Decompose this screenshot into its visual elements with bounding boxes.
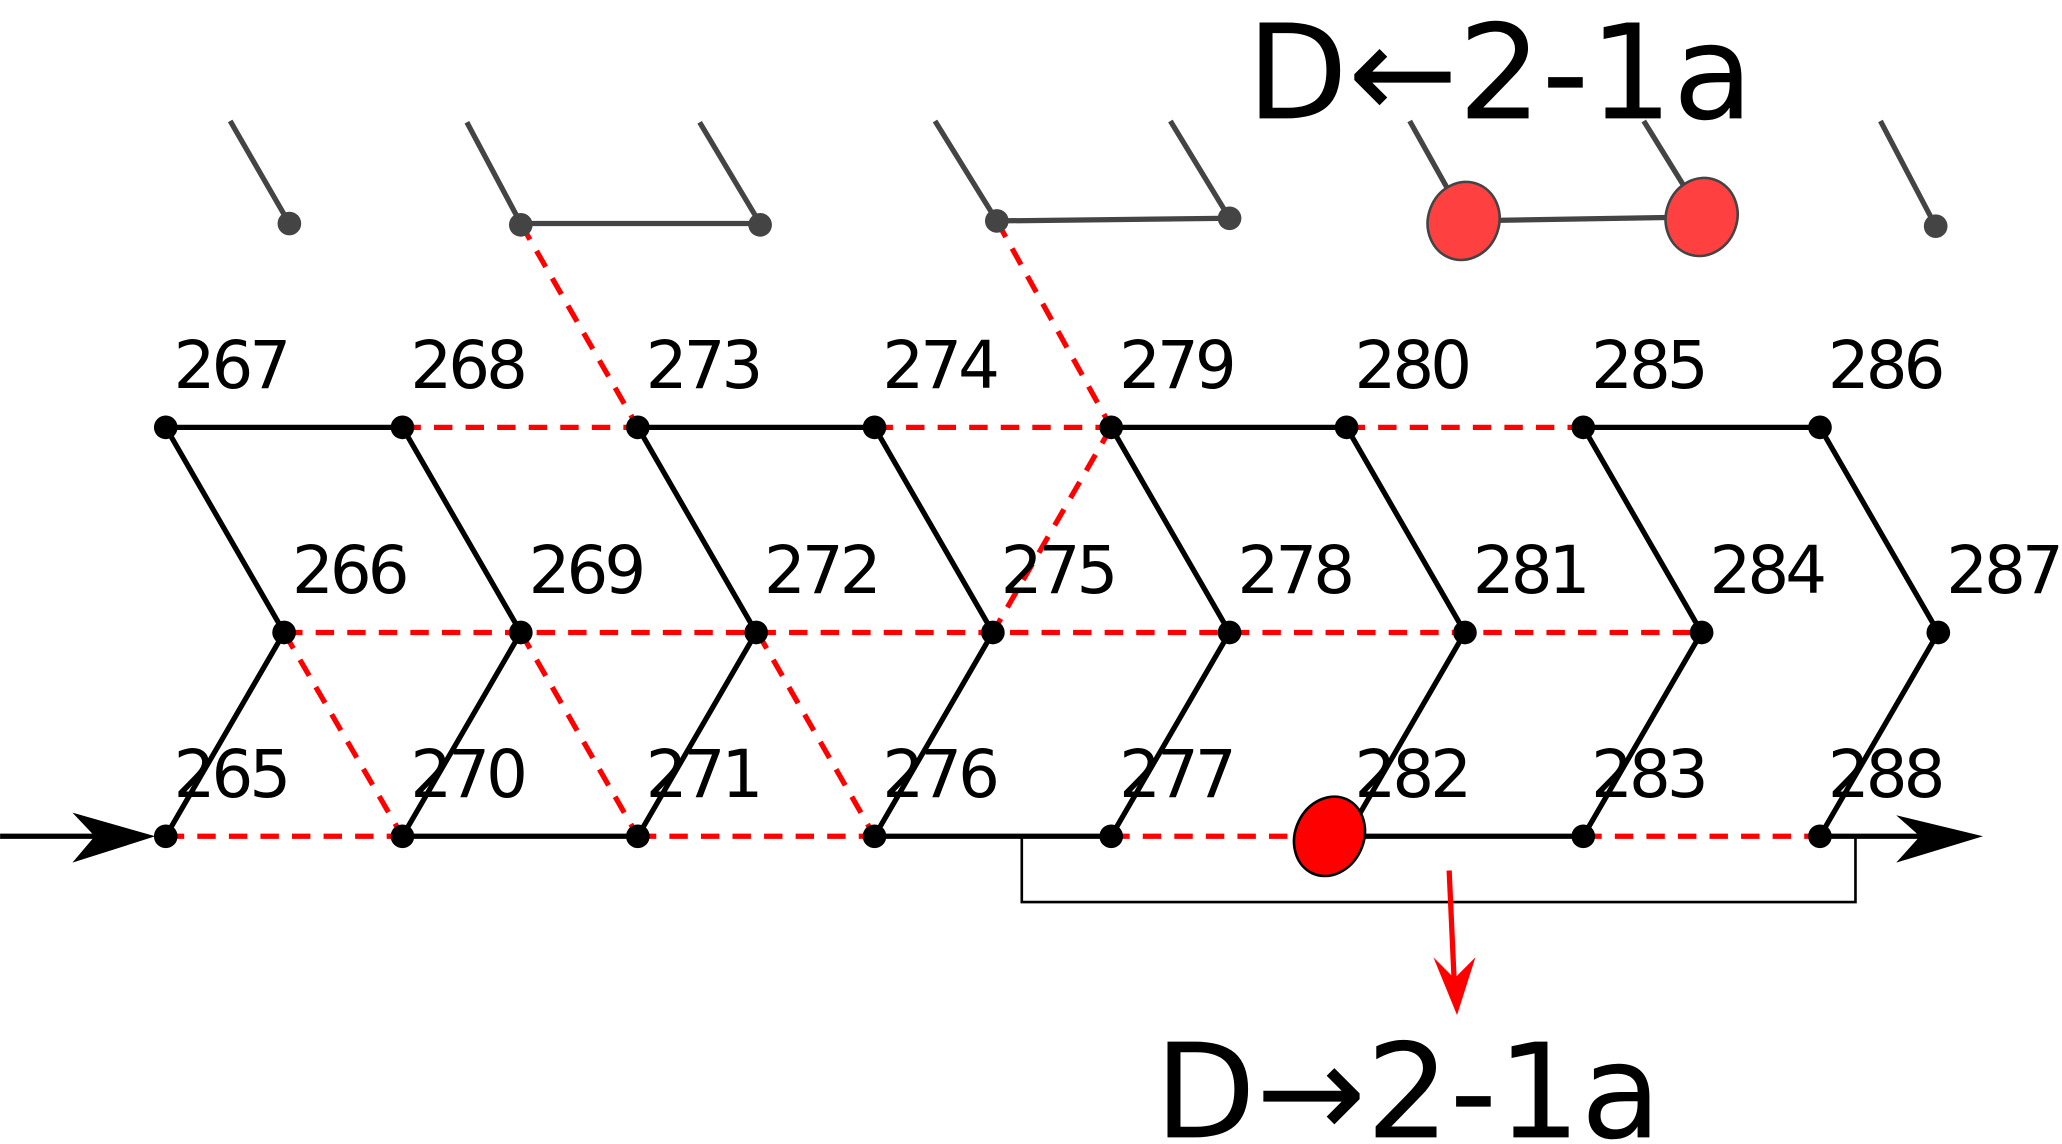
node-dot (1923, 214, 1948, 239)
node-label: 270 (410, 736, 524, 813)
gray-edge (227, 119, 292, 225)
solid-edge (400, 631, 524, 838)
node-dot (1571, 415, 1596, 440)
node-dot (508, 213, 533, 237)
red-arrow (1446, 870, 1458, 987)
node-dot (748, 213, 772, 237)
gray-edge (996, 215, 1230, 224)
node-label: 284 (1710, 532, 1825, 609)
red-arrowhead (1433, 957, 1476, 1016)
solid-edge (1581, 631, 1704, 838)
node-label: 281 (1473, 532, 1587, 609)
node-label: 286 (1828, 327, 1942, 404)
solid-edge (1817, 426, 1941, 634)
node-dot (1217, 206, 1242, 231)
solid-edge (1108, 426, 1232, 634)
dashed-edge (755, 631, 877, 838)
highlight-node-top (1426, 180, 1501, 262)
solid-edge (1344, 426, 1468, 634)
dashed-edge (518, 631, 641, 838)
gray-edge (1463, 214, 1702, 224)
solid-edge (1817, 631, 1941, 838)
node-dot (744, 620, 769, 645)
node-dot (153, 824, 178, 849)
node-dot (1808, 415, 1832, 440)
top-label: D←2-1a (1247, 0, 1754, 150)
node-label: 285 (1591, 327, 1705, 404)
gray-edge (464, 121, 524, 225)
solid-edge (635, 426, 759, 634)
node-label: 287 (1946, 532, 2060, 609)
solid-edge (1580, 426, 1704, 634)
node-label: 267 (174, 327, 288, 404)
node-dot (1099, 824, 1124, 849)
gray-edge (932, 119, 1000, 223)
solid-edge (1344, 631, 1468, 838)
node-label: 278 (1237, 532, 1351, 609)
highlight-node-top (1664, 176, 1739, 258)
node-dot (1217, 620, 1242, 645)
nodes (153, 176, 1951, 878)
dashed-edge (990, 426, 1114, 634)
node-label: 280 (1354, 327, 1468, 404)
node-label: 274 (882, 327, 997, 404)
node-dot (277, 211, 302, 236)
dashed-edge (994, 219, 1114, 429)
node-dot (508, 620, 533, 645)
dashed-edge (518, 222, 641, 429)
solid-edge (1108, 631, 1232, 838)
node-label: 275 (1001, 532, 1115, 609)
bracket (1020, 836, 1857, 904)
node-label: 271 (646, 736, 760, 813)
solid-edge (872, 426, 996, 634)
node-dot (1571, 824, 1596, 849)
node-dot (1453, 620, 1477, 645)
node-dot (272, 620, 296, 645)
node-label: 272 (764, 532, 878, 609)
node-label: 283 (1591, 736, 1705, 813)
node-dot (862, 824, 887, 849)
node-dot (1689, 620, 1714, 645)
node-dot (1099, 415, 1124, 440)
solid-edge (400, 426, 524, 634)
gray-edge (1878, 119, 1939, 228)
node-label: 276 (882, 736, 996, 813)
node-dot (625, 415, 650, 440)
solid-edge (872, 631, 996, 838)
node-label: 268 (410, 327, 524, 404)
node-dot (153, 415, 178, 440)
solid-edge (635, 631, 759, 838)
node-label: 266 (292, 532, 406, 609)
gray-edge (697, 120, 763, 225)
solid-edge (163, 426, 287, 634)
highlight-node (1292, 795, 1367, 878)
node-dot (1926, 620, 1951, 645)
node-dot (390, 824, 415, 849)
solid-edge (163, 631, 287, 838)
node-dot (862, 415, 887, 440)
entry-arrowhead (72, 812, 156, 863)
node-dot (390, 415, 415, 440)
node-dot (625, 824, 650, 849)
node-label: 282 (1354, 736, 1468, 813)
dashed-edge (281, 631, 405, 838)
node-label: 279 (1119, 327, 1233, 404)
node-dot (984, 209, 1009, 233)
gray-edge (1168, 119, 1232, 220)
node-label: 288 (1828, 736, 1942, 813)
node-labels: 267 268 273 274 279 280 285 286 266 269 272 275 278 2… (174, 327, 2062, 813)
node-label: 277 (1119, 736, 1233, 813)
node-label: 273 (646, 327, 760, 404)
node-dot (1334, 415, 1359, 440)
node-label: 265 (174, 736, 288, 813)
node-dot (1808, 824, 1832, 849)
node-dot (981, 620, 1005, 645)
exit-arrowhead (1896, 815, 1984, 863)
node-label: 269 (529, 532, 643, 609)
bottom-label: D→2-1a (1155, 1016, 1662, 1144)
